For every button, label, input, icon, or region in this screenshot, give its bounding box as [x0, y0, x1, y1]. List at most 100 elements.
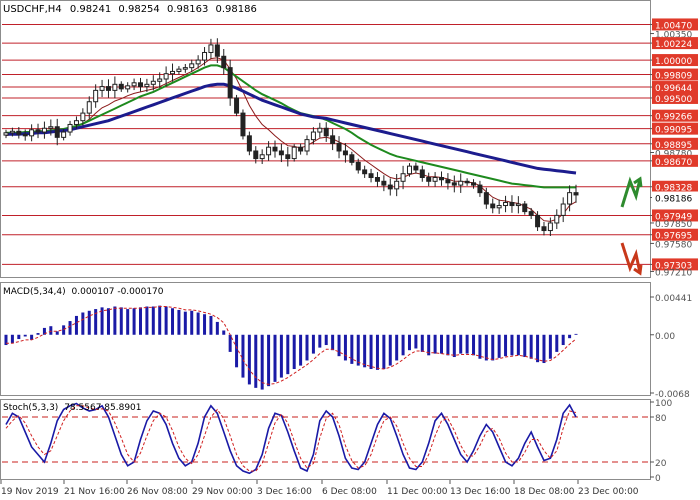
candle-body: [426, 177, 432, 182]
candle-body: [419, 169, 425, 179]
price-tick-label: 0.97949: [655, 212, 692, 222]
stochastic-tick-label: 80: [655, 414, 667, 424]
time-tick-label: 11 Dec 00:00: [387, 487, 448, 497]
candle-body: [182, 67, 188, 70]
candle-body: [80, 112, 86, 122]
candle-body: [554, 214, 560, 224]
macd-label: MACD(5,34,4): [3, 287, 66, 297]
price-label-box: [652, 109, 698, 122]
time-tick-label: 19 Nov 2019: [1, 487, 59, 497]
price-label-box: [652, 37, 698, 50]
candle-body: [285, 154, 291, 160]
candle-body: [573, 192, 579, 196]
macd-signal-line-path: [6, 306, 577, 385]
price-tick-label: 0.97695: [655, 232, 692, 242]
candle-body: [163, 73, 169, 80]
candle-body: [73, 120, 79, 125]
candle-body: [477, 184, 483, 194]
price-tick-label: 0.99095: [655, 126, 692, 136]
stochastic-lines: [5, 402, 577, 475]
open-value: 0.98241: [70, 4, 111, 15]
stochastic-values: 78.5567 85.8901: [64, 403, 141, 413]
candle-body: [22, 133, 28, 137]
time-axis: 19 Nov 2019 21 Nov 16:00 26 Nov 08:00 29 No…: [0, 480, 639, 497]
price-tick-label: 0.99500: [655, 95, 692, 105]
price-label-box: [652, 122, 698, 135]
time-tick-label: 21 Nov 16:00: [64, 487, 125, 497]
price-label-box: [652, 180, 698, 193]
macd-header: MACD(5,34,4) 0.000107 -0.000170: [3, 287, 164, 297]
time-tick-label: 23 Dec 00:00: [578, 487, 639, 497]
candle-body: [464, 180, 470, 184]
time-tick-label: 29 Nov 00:00: [192, 487, 253, 497]
price-tick-label: 0.98895: [655, 141, 692, 151]
candle-body: [170, 70, 176, 75]
signal-arrows: [620, 176, 643, 276]
candle-body: [336, 142, 342, 152]
candle-body: [304, 139, 310, 152]
candle-body: [54, 126, 60, 138]
candle-body: [547, 222, 553, 232]
price-panel: USDCHF,H4 0.98241 0.98254 0.98163 0.9818…: [0, 0, 651, 278]
candle-body: [355, 161, 361, 171]
price-tick-label: 1.00224: [655, 40, 692, 50]
macd-tick-label: 0.00: [655, 332, 675, 342]
candle-body: [259, 154, 265, 160]
price-tick-label: 0.97303: [655, 261, 692, 271]
candle-body: [189, 63, 195, 69]
time-tick-label: 18 Dec 08:00: [514, 487, 575, 497]
moving-average-blue: [6, 82, 577, 175]
price-label-box: [652, 258, 698, 271]
candle-body: [496, 205, 502, 209]
macd-tick-label: -0.0068: [655, 390, 690, 400]
candle-body: [221, 55, 227, 69]
candle-body: [439, 177, 445, 181]
candle-body: [310, 131, 316, 141]
candle-body: [560, 203, 566, 216]
candle-body: [3, 132, 9, 136]
candle-body: [112, 83, 118, 91]
candle-body: [227, 67, 233, 99]
close-value: 0.98186: [216, 4, 257, 15]
candle-body: [387, 184, 393, 190]
price-tick-label: 0.97850: [655, 220, 692, 230]
candle-body: [400, 173, 406, 182]
price-tick-label: 0.98670: [655, 158, 692, 168]
candle-body: [118, 83, 124, 90]
price-tick-label: 0.98780: [655, 150, 692, 160]
candle-body: [272, 146, 278, 152]
candle-body: [394, 180, 400, 190]
candle-body: [567, 192, 573, 205]
price-label-box: [652, 209, 698, 222]
candle-body: [61, 131, 67, 138]
candle-body: [528, 211, 534, 216]
stochastic-panel: Stoch(5,3,3) 78.5567 85.8901: [0, 399, 651, 480]
macd-axis: 0.00441 0.00 -0.0068: [650, 294, 692, 400]
candle-body: [471, 182, 477, 186]
price-label-box: [652, 91, 698, 104]
candle-body: [291, 146, 297, 160]
macd-panel: MACD(5,34,4) 0.000107 -0.000170: [0, 282, 651, 396]
candle-body: [451, 182, 457, 186]
candle-body: [374, 177, 380, 182]
price-tick-label: 0.99644: [655, 84, 692, 94]
price-label-box: [652, 228, 698, 241]
stochastic-levels: [2, 416, 649, 463]
up-arrow-icon: [620, 176, 642, 208]
candle-body: [278, 150, 284, 156]
price-tick-label: 0.99266: [655, 113, 692, 123]
candle-body: [381, 180, 387, 186]
candle-body: [125, 85, 131, 90]
stochastic-label: Stoch(5,3,3): [3, 403, 58, 413]
price-panel-frame: [0, 0, 651, 278]
stochastic-axis: 100 80 20 0: [650, 399, 672, 484]
candle-body: [176, 68, 182, 72]
candle-body: [157, 78, 163, 82]
price-tick-label: 0.98186: [655, 195, 692, 205]
price-tick-label: 1.00000: [655, 57, 692, 67]
candle-body: [342, 150, 348, 156]
price-label-box: [652, 81, 698, 94]
stochastic-tick-label: 0: [655, 474, 661, 484]
candle-body: [67, 123, 73, 133]
price-label-box: [652, 191, 698, 204]
